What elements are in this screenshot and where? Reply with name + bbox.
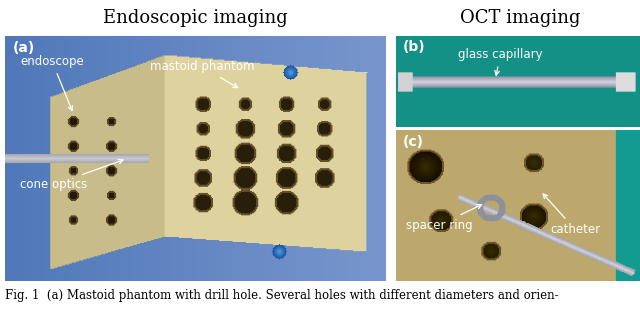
Text: endoscope: endoscope	[20, 55, 84, 110]
Text: Endoscopic imaging: Endoscopic imaging	[103, 9, 288, 27]
Text: mastoid phantom: mastoid phantom	[150, 60, 254, 88]
Text: glass capillary: glass capillary	[458, 49, 543, 75]
Text: spacer ring: spacer ring	[406, 205, 482, 232]
Text: cone optics: cone optics	[20, 160, 123, 191]
Text: (b): (b)	[403, 40, 426, 54]
Text: OCT imaging: OCT imaging	[460, 9, 580, 27]
Text: (c): (c)	[403, 135, 424, 149]
Text: Fig. 1  (a) Mastoid phantom with drill hole. Several holes with different diamet: Fig. 1 (a) Mastoid phantom with drill ho…	[5, 289, 559, 302]
Text: catheter: catheter	[543, 194, 600, 236]
Text: (a): (a)	[13, 41, 35, 55]
